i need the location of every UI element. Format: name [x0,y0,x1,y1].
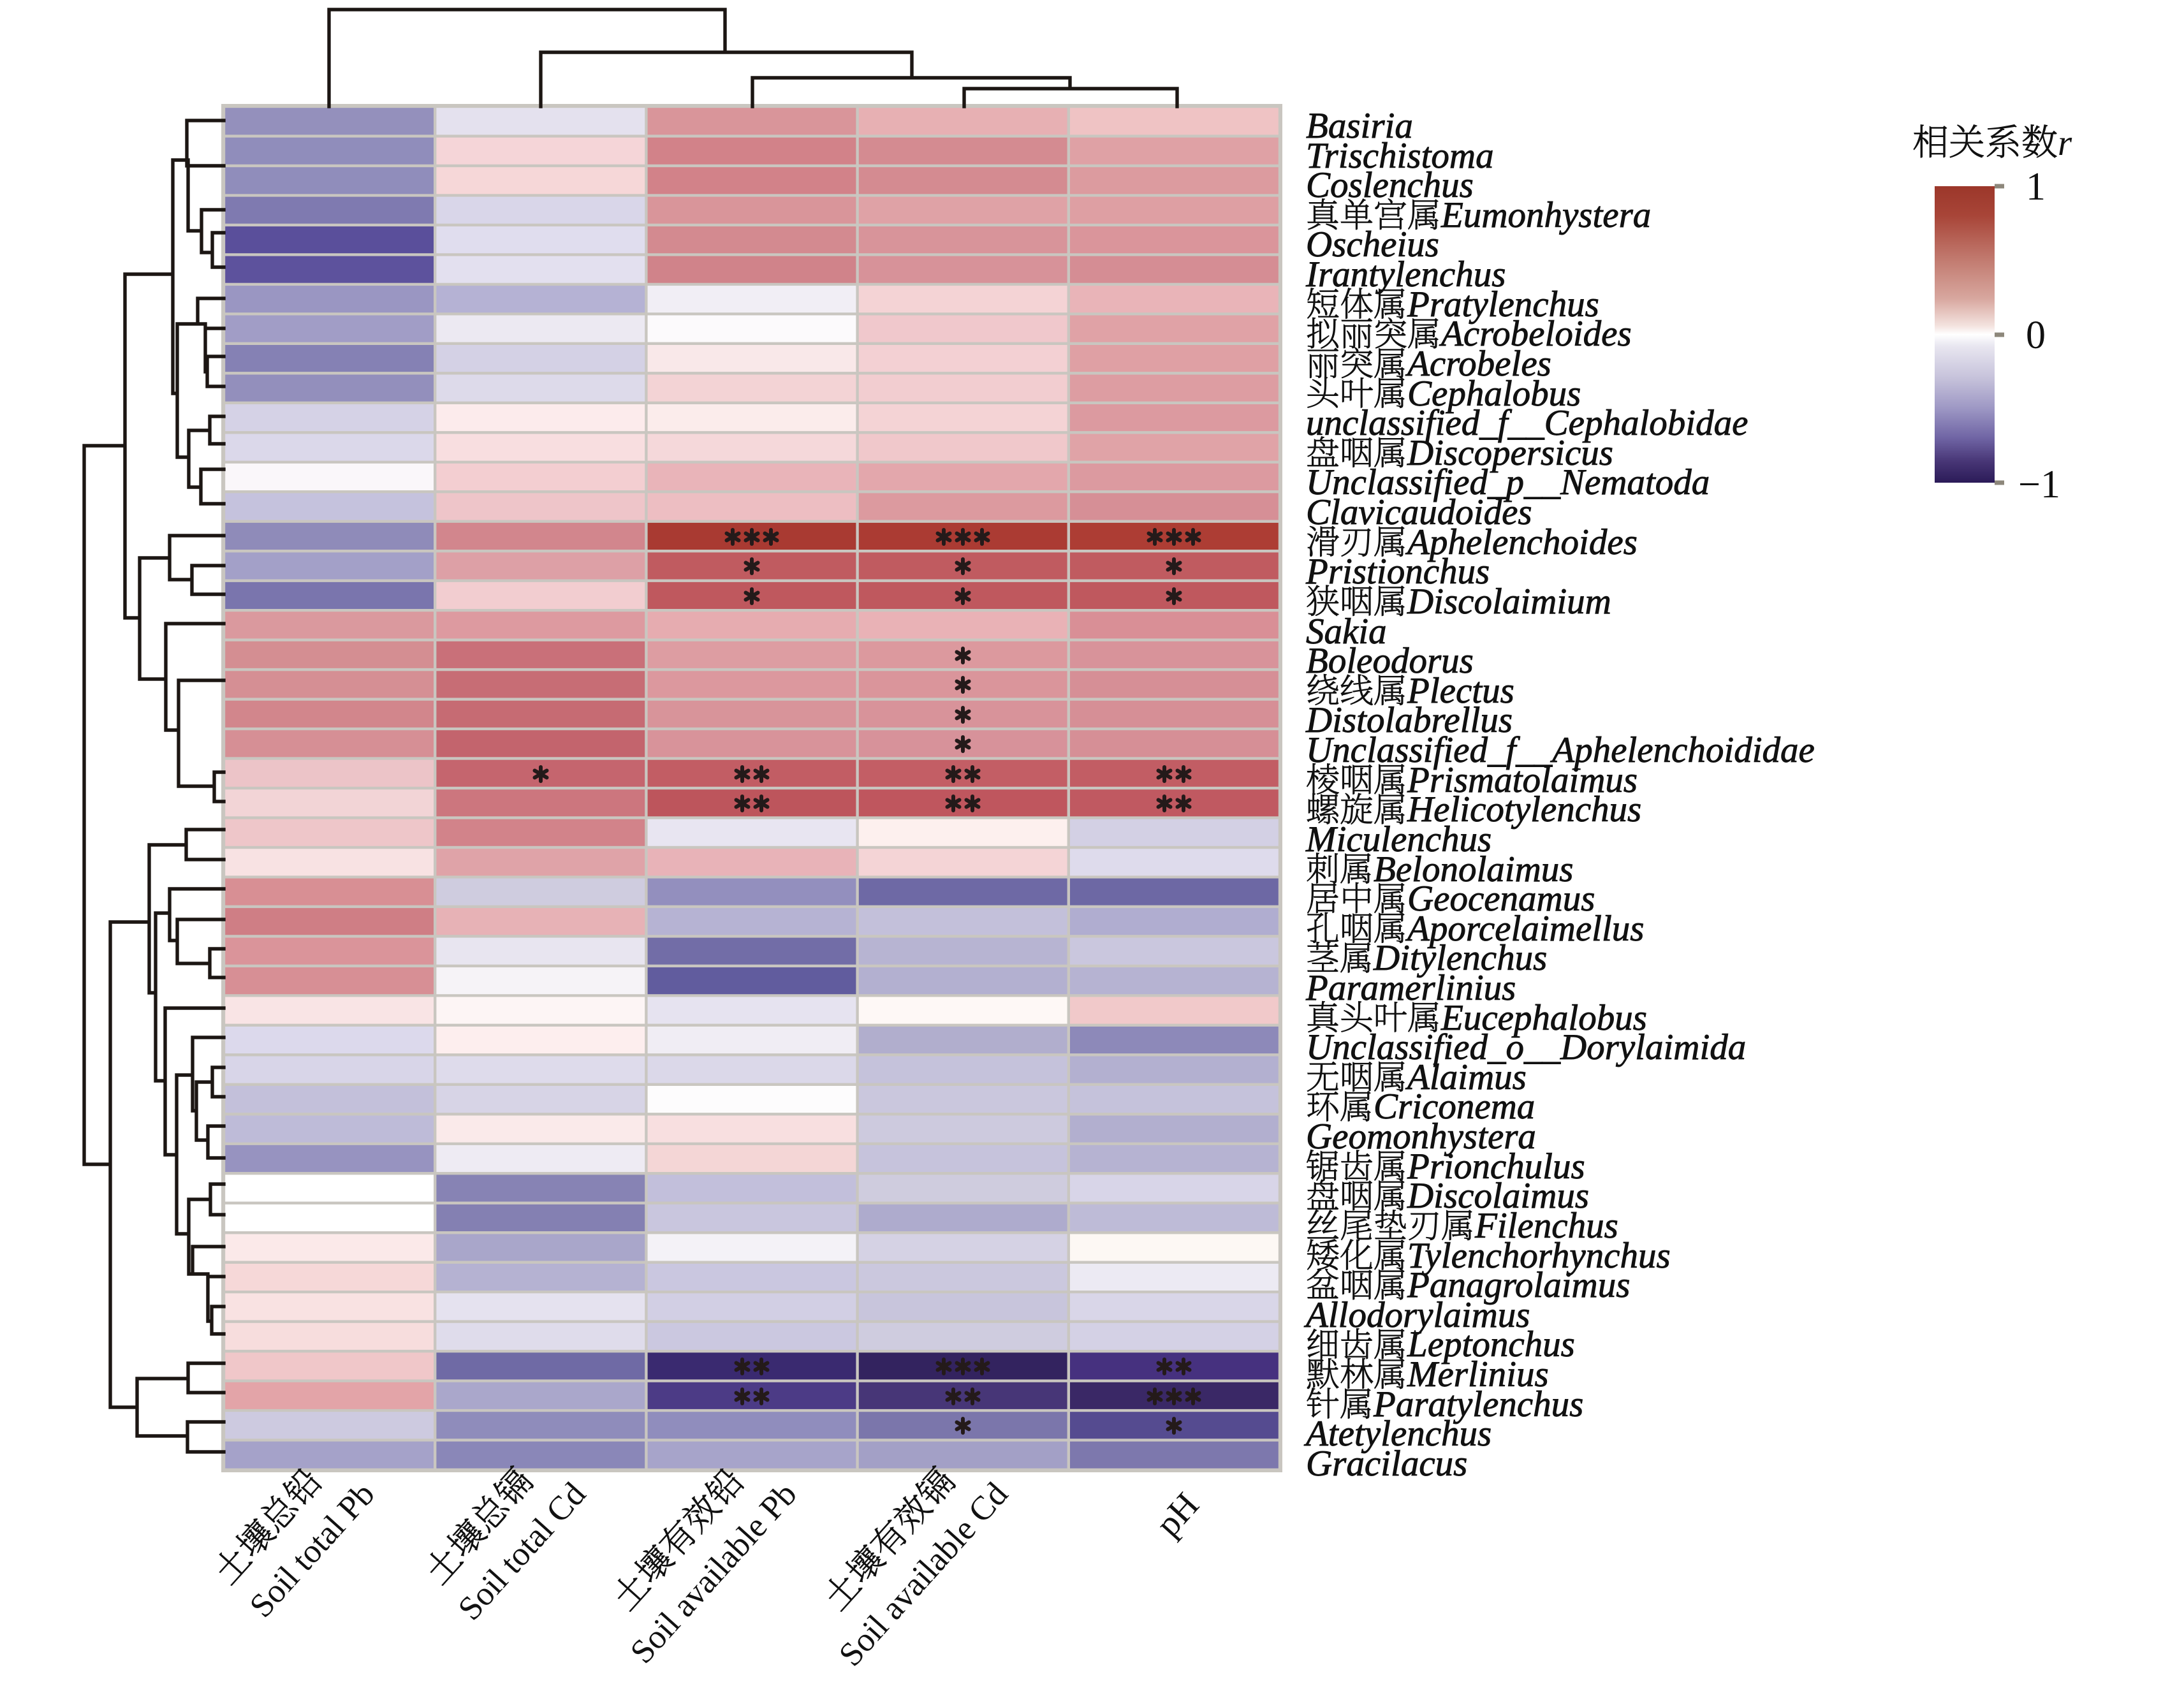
svg-text:Criconema: Criconema [1374,1087,1535,1127]
svg-text:Belonolaimus: Belonolaimus [1374,849,1573,889]
svg-text:Basiria: Basiria [1306,106,1413,146]
svg-text:Cephalobus: Cephalobus [1407,374,1581,414]
svg-text:Paratylenchus: Paratylenchus [1373,1384,1583,1424]
svg-text:Unclassified_o__Dorylaimida: Unclassified_o__Dorylaimida [1306,1027,1746,1067]
svg-text:Unclassified_p__Nematoda: Unclassified_p__Nematoda [1306,462,1710,502]
svg-text:Gracilacus: Gracilacus [1306,1444,1467,1484]
svg-text:unclassified_f__Cephalobidae: unclassified_f__Cephalobidae [1306,403,1748,443]
svg-text:Discolaimium: Discolaimium [1407,582,1611,622]
svg-text:Leptonchus: Leptonchus [1407,1324,1575,1365]
svg-text:Coslenchus: Coslenchus [1306,165,1474,205]
svg-text:Pratylenchus: Pratylenchus [1407,284,1599,325]
svg-text:Helicotylenchus: Helicotylenchus [1407,789,1641,830]
svg-text:Ditylenchus: Ditylenchus [1373,938,1547,978]
svg-text:r: r [2058,123,2072,163]
svg-text:Aporcelaimellus: Aporcelaimellus [1405,909,1644,949]
svg-text:Aphelenchoides: Aphelenchoides [1405,522,1638,562]
svg-text:Geomonhystera: Geomonhystera [1306,1116,1536,1157]
svg-text:Prionchulus: Prionchulus [1407,1146,1585,1187]
svg-text:Pristionchus: Pristionchus [1305,552,1490,592]
svg-text:Prismatolaimus: Prismatolaimus [1407,760,1638,800]
svg-text:0: 0 [2026,314,2046,357]
svg-text:Boleodorus: Boleodorus [1306,641,1474,681]
svg-text:Discopersicus: Discopersicus [1407,433,1613,473]
svg-text:Acrobeles: Acrobeles [1405,344,1551,384]
svg-text:Unclassified_f__Aphelenchoidid: Unclassified_f__Aphelenchoididae [1306,730,1815,770]
svg-text:Eumonhystera: Eumonhystera [1440,195,1651,235]
svg-text:Atetylenchus: Atetylenchus [1303,1414,1491,1454]
svg-text:Discolaimus: Discolaimus [1407,1176,1589,1216]
svg-text:Alaimus: Alaimus [1405,1057,1527,1097]
svg-text:1: 1 [2026,165,2046,209]
svg-text:Oscheius: Oscheius [1306,224,1439,265]
svg-text:Distolabrellus: Distolabrellus [1305,700,1513,740]
svg-text:Merlinius: Merlinius [1407,1354,1549,1395]
svg-text:Panagrolaimus: Panagrolaimus [1407,1265,1630,1305]
svg-text:Eucephalobus: Eucephalobus [1440,998,1647,1038]
svg-text:Tylenchorhynchus: Tylenchorhynchus [1407,1236,1671,1276]
svg-text:Acrobeloides: Acrobeloides [1439,314,1632,354]
svg-text:Miculenchus: Miculenchus [1305,819,1491,860]
svg-text:Sakia: Sakia [1306,611,1387,652]
svg-text:Trischistoma: Trischistoma [1306,136,1494,176]
svg-text:Paramerlinius: Paramerlinius [1305,968,1516,1008]
svg-text:Allodorylaimus: Allodorylaimus [1303,1295,1530,1335]
svg-text:Plectus: Plectus [1407,671,1514,711]
svg-text:Clavicaudoides: Clavicaudoides [1306,492,1532,532]
svg-text:−1: −1 [2018,463,2060,506]
svg-text:Geocenamus: Geocenamus [1407,879,1595,919]
svg-text:Filenchus: Filenchus [1474,1206,1618,1246]
svg-text:Irantylenchus: Irantylenchus [1305,254,1506,295]
